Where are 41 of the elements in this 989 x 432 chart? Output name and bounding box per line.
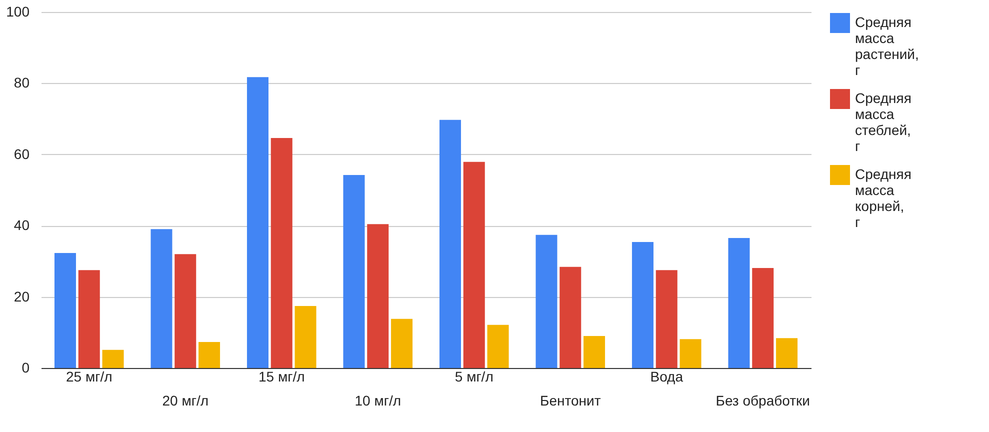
bar (246, 77, 268, 368)
bar (367, 224, 389, 368)
x-tick-label: Бентонит (540, 392, 602, 408)
bar (632, 242, 654, 368)
bar (536, 234, 558, 368)
bar (487, 324, 509, 368)
bar (680, 339, 702, 368)
y-tick-label: 0 (22, 360, 30, 376)
x-tick-label: 20 мг/л (162, 392, 209, 408)
bar (656, 270, 678, 368)
x-tick-label: 25 мг/л (66, 368, 112, 384)
bar (78, 270, 100, 368)
x-tick-label: 15 мг/л (258, 368, 305, 384)
bar (728, 238, 750, 368)
y-tick-label: 20 (14, 288, 30, 304)
bar (54, 253, 76, 368)
bar (776, 338, 798, 368)
x-tick-label: Без обработки (716, 392, 810, 408)
y-tick-label: 100 (6, 4, 30, 20)
bar (174, 254, 196, 368)
x-tick-label: Вода (650, 368, 684, 384)
x-tick-label: 10 мг/л (354, 392, 402, 408)
bar (102, 350, 124, 368)
bar (752, 268, 774, 368)
bar (343, 175, 365, 368)
bar (439, 120, 461, 368)
bar (560, 266, 582, 368)
x-tick-label: 5 мг/л (454, 368, 494, 384)
y-tick-label: 60 (14, 146, 30, 162)
bar (391, 318, 413, 368)
legend-label: Средняя масса растений, г (855, 14, 919, 78)
bar (150, 229, 172, 368)
bar (584, 336, 606, 368)
bar (463, 162, 485, 368)
bar (270, 138, 292, 368)
legend-label: Средняя масса корней, г (855, 166, 912, 230)
y-tick-label: 40 (14, 217, 30, 234)
legend-label: Средняя масса стеблей, г (855, 90, 912, 154)
bar (294, 306, 316, 368)
y-tick-label: 80 (14, 74, 30, 91)
bar (198, 342, 220, 368)
